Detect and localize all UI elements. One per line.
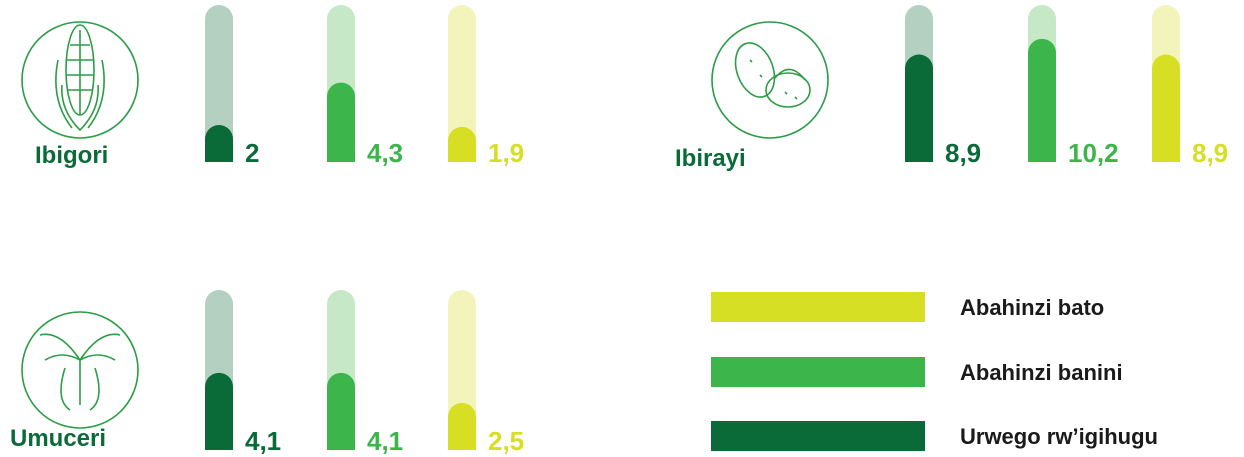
legend-swatch: [711, 357, 925, 387]
bar: [327, 372, 355, 450]
bar: [205, 372, 233, 450]
potato-icon: [711, 21, 829, 139]
bar-track: [205, 5, 233, 162]
panel-title: Ibirayi: [675, 145, 746, 172]
corn-icon: [21, 21, 139, 139]
bar: [448, 126, 476, 162]
legend-label: Urwego rw’igihugu: [960, 424, 1158, 449]
value-label: 10,2: [1068, 138, 1119, 168]
value-label: 4,1: [245, 426, 281, 456]
legend-label: Abahinzi banini: [960, 360, 1123, 385]
value-label: 1,9: [488, 138, 524, 168]
value-label: 8,9: [1192, 138, 1228, 168]
legend-swatch: [711, 421, 925, 451]
bar: [327, 82, 355, 162]
bar: [1028, 38, 1056, 163]
value-label: 4,3: [367, 138, 403, 168]
bar: [1152, 54, 1181, 162]
bar-track: [448, 5, 476, 162]
value-label: 2: [245, 138, 259, 168]
panel-title: Umuceri: [10, 425, 106, 452]
value-label: 8,9: [945, 138, 981, 168]
bar: [205, 125, 233, 162]
legend-label: Abahinzi bato: [960, 295, 1104, 320]
bar: [448, 402, 476, 450]
rice-icon: [21, 311, 139, 429]
bar: [905, 54, 933, 162]
value-label: 4,1: [367, 426, 403, 456]
panel-title: Ibigori: [35, 142, 108, 169]
legend-swatch: [711, 292, 925, 322]
legend: Urwego rw’igihugu Abahinzi banini Abahinzi…: [711, 292, 1158, 451]
value-label: 2,5: [488, 426, 524, 456]
